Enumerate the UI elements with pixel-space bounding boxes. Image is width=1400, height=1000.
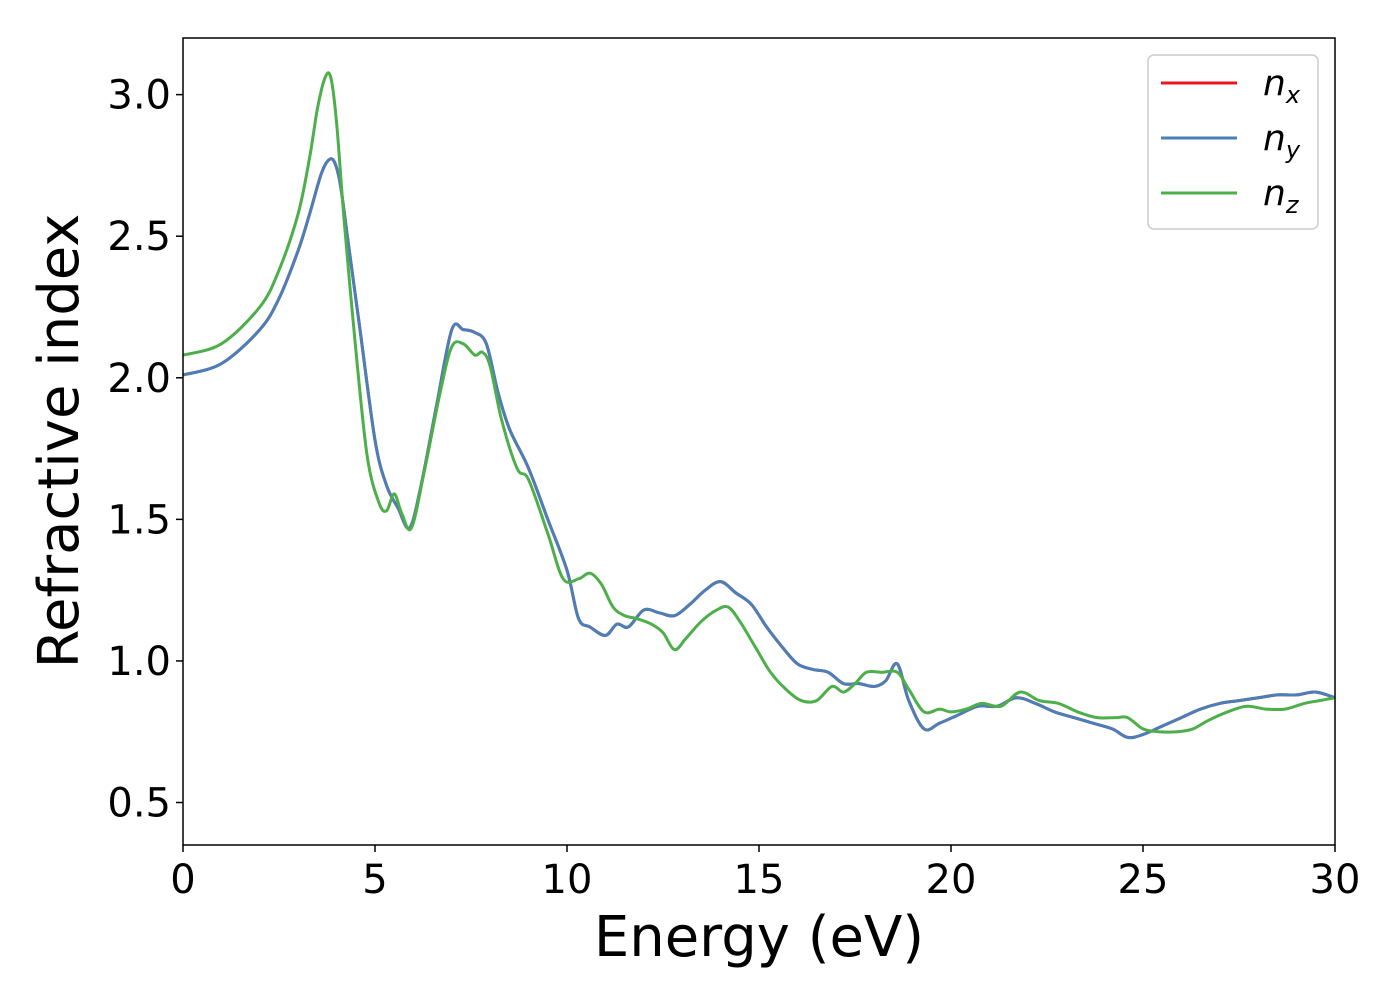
x-tick-label: 30 — [1310, 857, 1361, 903]
legend-label-x: nx — [1263, 63, 1301, 109]
y-tick-label: 0.5 — [107, 781, 171, 827]
series-line-z — [183, 71, 1335, 734]
x-axis-label: Energy (eV) — [594, 905, 924, 970]
legend-label-base: n — [1263, 118, 1286, 159]
x-tick-label: 10 — [542, 857, 593, 903]
legend-label-base: n — [1263, 63, 1286, 104]
y-axis-label: Refractive index — [27, 214, 92, 669]
y-tick-label: 1.0 — [107, 639, 171, 685]
y-tick-label: 2.0 — [107, 356, 171, 402]
x-tick-label: 15 — [734, 857, 785, 903]
series-line-y — [183, 157, 1335, 740]
y-tick-label: 2.5 — [107, 214, 171, 260]
y-tick-label: 3.0 — [107, 73, 171, 119]
x-tick-label: 25 — [1118, 857, 1169, 903]
legend-box — [1147, 54, 1319, 230]
x-tick-label: 20 — [926, 857, 977, 903]
series-lines — [183, 71, 1335, 740]
legend-label-y: ny — [1263, 118, 1301, 164]
legend-label-subscript: z — [1285, 191, 1300, 219]
y-axis-ticks: 0.5 1.0 1.5 2.0 2.5 3.0 — [107, 73, 183, 827]
legend-label-base: n — [1263, 173, 1286, 214]
x-tick-label: 0 — [170, 857, 195, 903]
legend-label-z: nz — [1263, 173, 1300, 219]
x-axis-ticks: 0 5 10 15 20 25 30 — [170, 845, 1360, 903]
y-tick-label: 1.5 — [107, 497, 171, 543]
x-tick-label: 5 — [362, 857, 387, 903]
legend-label-subscript: x — [1285, 81, 1301, 109]
legend-label-subscript: y — [1285, 136, 1301, 164]
